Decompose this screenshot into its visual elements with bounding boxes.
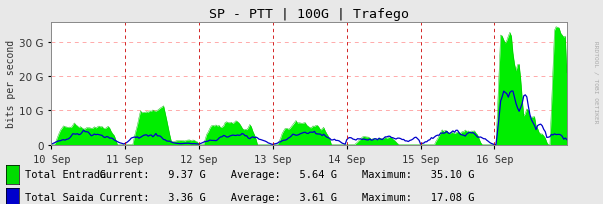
Text: Current:   3.36 G    Average:   3.61 G    Maximum:   17.08 G: Current: 3.36 G Average: 3.61 G Maximum:…	[87, 192, 475, 202]
Text: Total Saida: Total Saida	[25, 192, 94, 202]
Title: SP - PTT | 100G | Trafego: SP - PTT | 100G | Trafego	[209, 8, 409, 21]
Y-axis label: bits per second: bits per second	[7, 40, 16, 128]
Text: Current:   9.37 G    Average:   5.64 G    Maximum:   35.10 G: Current: 9.37 G Average: 5.64 G Maximum:…	[87, 170, 475, 179]
Text: Total Entrada: Total Entrada	[25, 170, 107, 179]
Text: RRDTOOL / TOBI OETIKER: RRDTOOL / TOBI OETIKER	[594, 41, 599, 123]
